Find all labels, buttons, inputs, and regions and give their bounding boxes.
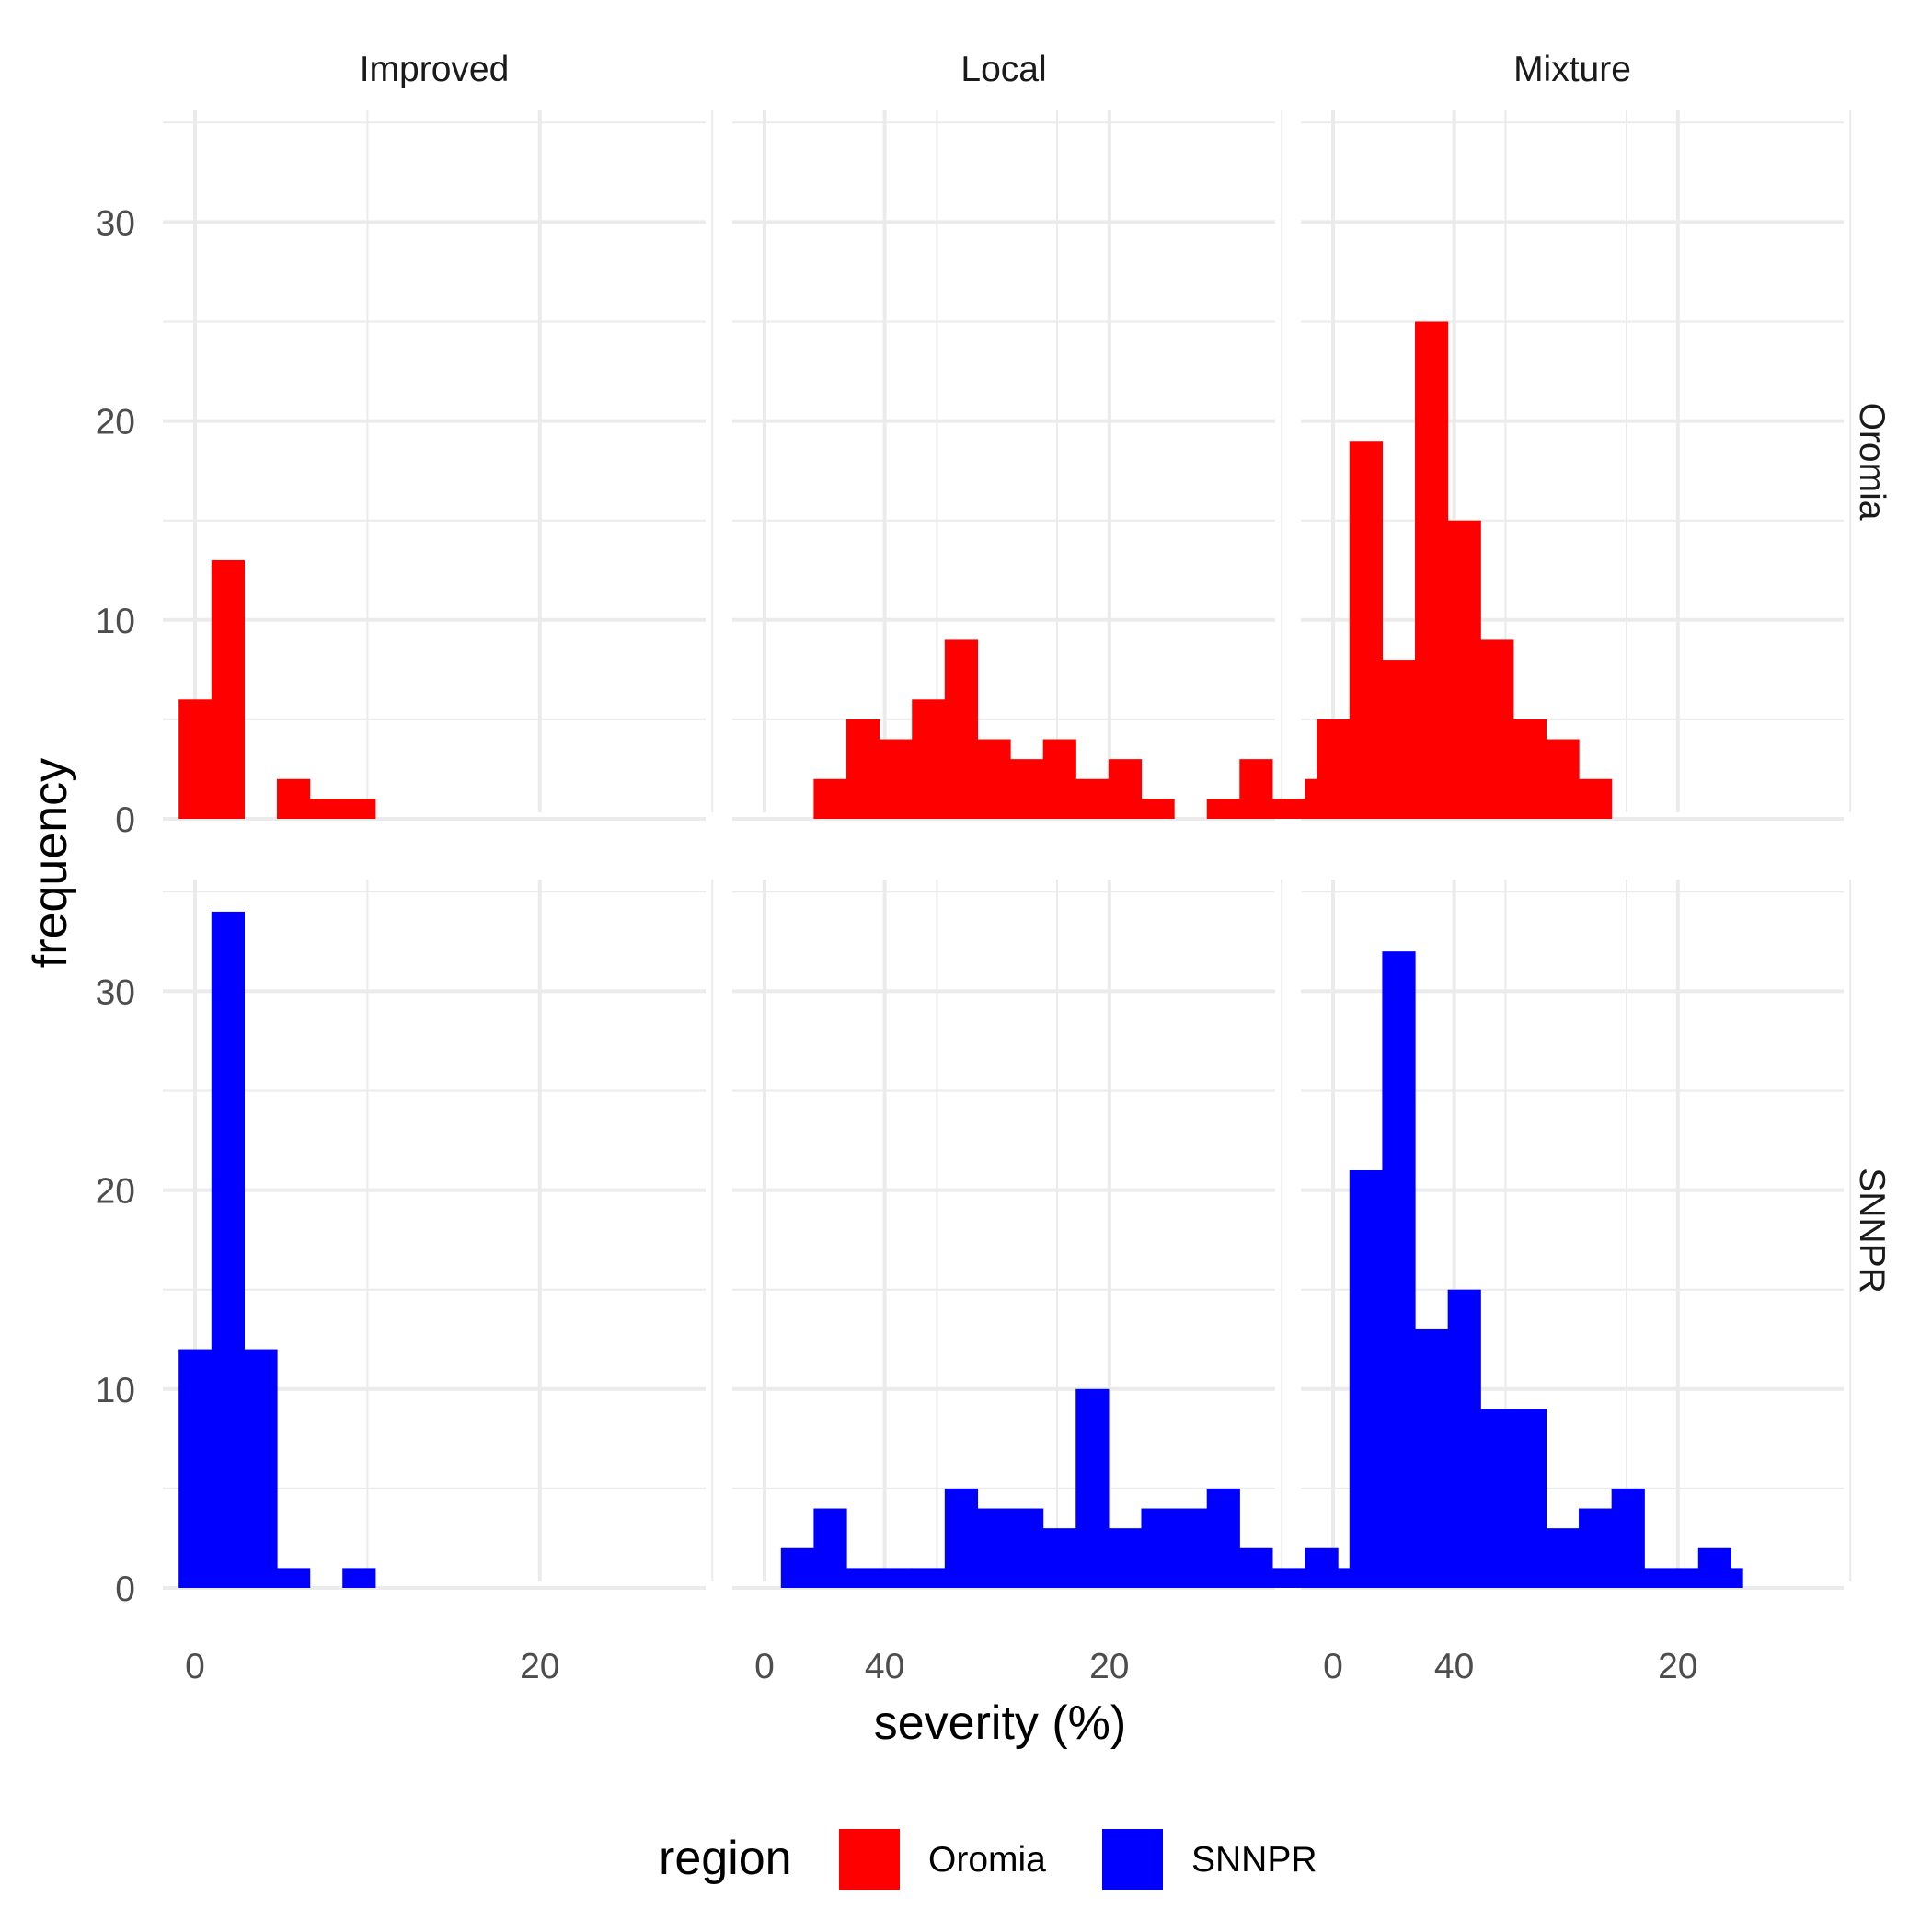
histogram-bar	[1075, 1388, 1110, 1588]
histogram-bar	[1010, 1508, 1044, 1588]
histogram-bar	[211, 559, 246, 819]
histogram-bar	[977, 1508, 1011, 1588]
histogram-bar	[944, 1488, 979, 1588]
histogram-bar	[178, 699, 213, 819]
x-tick-label: 40	[1434, 1647, 1474, 1686]
facet-label-improved: Improved	[360, 50, 510, 89]
histogram-bar	[1579, 778, 1613, 819]
histogram-bar	[1239, 759, 1273, 819]
histogram-bar	[912, 1568, 946, 1588]
histogram-bar	[1480, 639, 1514, 819]
histogram-bar	[1382, 951, 1416, 1588]
histogram-bar	[944, 639, 979, 819]
histogram-bar	[211, 911, 246, 1588]
bar-layer	[178, 321, 1743, 1588]
legend: region Oromia SNNPR	[659, 1829, 1317, 1890]
histogram-bar	[1611, 1488, 1645, 1588]
histogram-bar	[780, 1547, 815, 1588]
y-tick-label: 30	[96, 972, 135, 1012]
legend-key-oromia	[839, 1829, 900, 1890]
x-tick-label: 20	[1089, 1647, 1129, 1686]
histogram-bar	[1349, 441, 1384, 819]
histogram-bar	[1271, 1568, 1306, 1588]
histogram-bar	[1042, 739, 1076, 819]
histogram-bar	[342, 1568, 376, 1588]
histogram-bar	[1382, 660, 1416, 819]
histogram-bar	[1075, 778, 1110, 819]
y-tick-label: 0	[115, 800, 135, 840]
facet-label-oromia: Oromia	[1852, 403, 1892, 521]
histogram-bar	[1512, 719, 1547, 819]
legend-label-oromia: Oromia	[928, 1840, 1046, 1880]
histogram-bar	[1415, 321, 1449, 819]
histogram-bar	[1174, 1508, 1208, 1588]
facet-label-snnpr: SNNPR	[1852, 1167, 1892, 1294]
histogram-bar	[1579, 1508, 1613, 1588]
histogram-bar	[846, 1568, 880, 1588]
histogram-bar	[1305, 1547, 1339, 1588]
histogram-bar	[1415, 1328, 1449, 1588]
histogram-bar	[1676, 1568, 1711, 1588]
histogram-bar	[277, 1568, 311, 1588]
x-tick-label: 20	[1658, 1647, 1697, 1686]
x-axis-title: severity (%)	[874, 1696, 1126, 1750]
histogram-bar	[1010, 759, 1044, 819]
histogram-bar	[1141, 799, 1175, 819]
histogram-bar	[178, 1349, 213, 1588]
legend-key-snnpr	[1102, 1829, 1163, 1890]
x-tick-label: 40	[865, 1647, 904, 1686]
histogram-bar	[277, 778, 311, 819]
facet-label-mixture: Mixture	[1513, 50, 1631, 89]
histogram-bar	[1042, 1528, 1076, 1588]
x-tick-label: 0	[185, 1647, 205, 1686]
grid-layer	[163, 110, 1852, 1590]
histogram-bar	[1108, 1528, 1143, 1588]
histogram-bar	[1447, 520, 1481, 819]
histogram-bar	[1480, 1409, 1514, 1588]
facet-label-local: Local	[960, 50, 1046, 89]
histogram-bar	[1141, 1508, 1175, 1588]
legend-title: region	[659, 1832, 792, 1885]
histogram-bar	[342, 799, 376, 819]
histogram-bar	[912, 699, 946, 819]
histogram-bar	[813, 1508, 847, 1588]
histogram-bar	[1512, 1409, 1547, 1588]
histogram-bar	[1239, 1547, 1273, 1588]
histogram-bar	[1644, 1568, 1678, 1588]
x-tick-label: 0	[1323, 1647, 1343, 1686]
histogram-bar	[846, 719, 880, 819]
histogram-bar	[1317, 719, 1351, 819]
y-tick-label: 10	[96, 1371, 135, 1410]
histogram-bar	[1206, 799, 1240, 819]
legend-label-snnpr: SNNPR	[1191, 1840, 1317, 1880]
label-layer: severity (%) frequency 0 10 20 30 0 10 20 30 0 20…	[24, 50, 1892, 1750]
histogram-bar	[813, 778, 847, 819]
histogram-bar	[1271, 799, 1306, 819]
histogram-bar	[1546, 1528, 1580, 1588]
histogram-bar	[309, 799, 343, 819]
histogram-bar	[1349, 1169, 1384, 1588]
x-tick-label: 20	[520, 1647, 559, 1686]
y-tick-label: 10	[96, 602, 135, 641]
y-tick-label: 20	[96, 403, 135, 443]
histogram-bar	[1447, 1289, 1481, 1588]
y-tick-label: 20	[96, 1172, 135, 1212]
histogram-bar	[879, 1568, 913, 1588]
histogram-bar	[1546, 739, 1580, 819]
y-axis-title: frequency	[24, 758, 77, 968]
histogram-bar	[1206, 1488, 1240, 1588]
y-tick-label: 0	[115, 1570, 135, 1609]
histogram-bar	[1709, 1568, 1743, 1588]
y-tick-label: 30	[96, 203, 135, 243]
histogram-bar	[244, 1349, 278, 1588]
histogram-bar	[1108, 759, 1143, 819]
histogram-bar	[879, 739, 913, 819]
x-tick-label: 0	[754, 1647, 775, 1686]
histogram-bar	[977, 739, 1011, 819]
